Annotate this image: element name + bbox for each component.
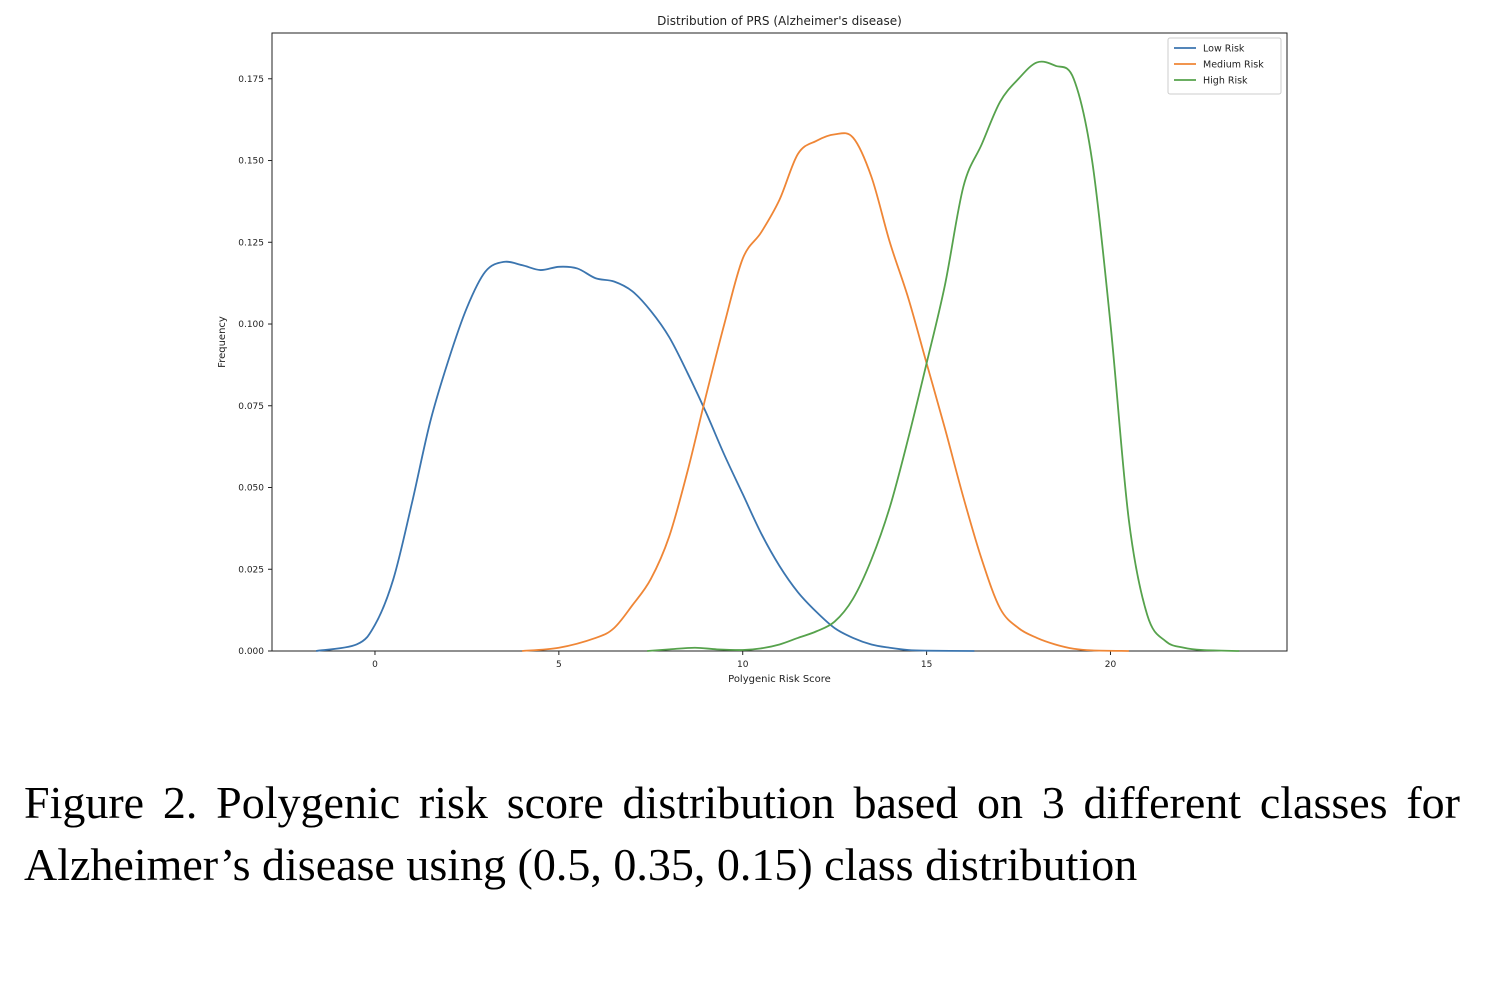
chart-canvas: Distribution of PRS (Alzheimer's disease… <box>217 14 1288 685</box>
chart-title: Distribution of PRS (Alzheimer's disease… <box>657 14 902 28</box>
y-tick-label: 0.150 <box>238 157 264 167</box>
legend: Low Risk Medium Risk High Risk <box>1167 37 1282 95</box>
y-axis-label: Frequency <box>217 316 228 368</box>
y-tick-label: 0.075 <box>238 402 264 412</box>
y-tick-label: 0.025 <box>238 565 264 575</box>
y-tick-label: 0.050 <box>238 484 264 494</box>
legend-label: High Risk <box>1203 76 1248 87</box>
legend-label: Low Risk <box>1203 44 1245 55</box>
x-tick-label: 5 <box>556 660 562 670</box>
chart-figure: Distribution of PRS (Alzheimer's disease… <box>217 14 1288 685</box>
legend-label: Medium Risk <box>1203 60 1264 71</box>
series-line-low-risk <box>315 260 975 652</box>
y-tick-label: 0.125 <box>238 238 264 248</box>
y-tick-label: 0.000 <box>238 647 264 657</box>
x-tick-label: 10 <box>737 660 749 670</box>
x-tick-label: 15 <box>921 660 932 670</box>
figure-caption: Figure 2. Polygenic risk score distribut… <box>24 777 1460 890</box>
x-axis-label: Polygenic Risk Score <box>728 674 831 685</box>
series-line-medium-risk <box>521 132 1129 652</box>
x-tick-label: 20 <box>1105 660 1117 670</box>
series-layer <box>315 60 1240 652</box>
plot-frame <box>271 32 1288 652</box>
y-tick-label: 0.100 <box>238 320 264 330</box>
x-tick-label: 0 <box>372 660 378 670</box>
legend-box <box>1167 37 1282 95</box>
axes: 0 5 10 15 20 0.000 0.025 0.050 0.075 0.100 0.125 0.… <box>238 32 1288 670</box>
y-tick-label: 0.175 <box>238 75 264 85</box>
series-line-high-risk <box>647 60 1240 652</box>
